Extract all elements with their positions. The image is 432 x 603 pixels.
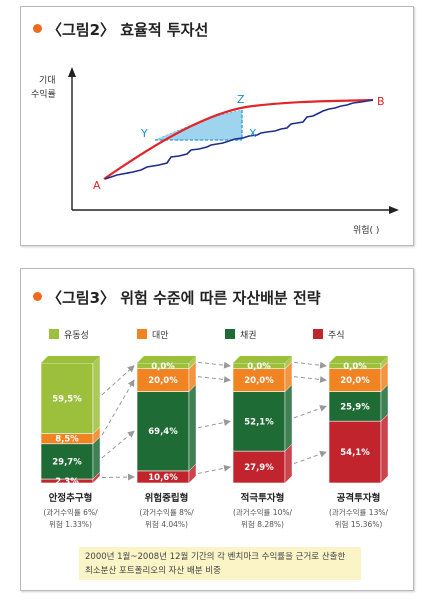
value-label-1-4: 59,5% [52,394,82,404]
bar-segment-3-2 [232,391,286,452]
footnote-line2: 최소분산 포트폴리오의 자산 배분 비중 [85,566,221,576]
y-axis-label-line2: 수익률 [31,88,56,100]
value-label-1-2: 29,7% [52,457,82,467]
category-labels: 안정추구형 (과거수익률 6%/ 위험 1.33%) 위험중립형 (과거수익률 8%/ 위… [43,492,388,529]
category-note-line1-3: (과거수익률 10%/ [233,507,292,517]
value-label-2-1: 10,6% [148,473,178,483]
bar-side-1-2 [92,436,101,480]
value-label-2-4: 0,0% [151,362,175,372]
bar-top-4 [329,356,388,363]
bar-segment-1-2 [40,443,94,480]
x-axis-arrow-icon [389,206,399,214]
efficient-frontier-panel: 〈그림2〉 효율적 투자선 기대 수익률 위험( ) A B Y Z X [20,6,414,246]
legend-swatch-4 [313,329,323,339]
value-label-2-3: 20,0% [148,376,178,386]
asset-allocation-panel: 〈그림3〉 위험 수준에 따른 자산배분 전략 유동성 대안 채권 주식 2,3% 29… [20,268,414,591]
value-label-3-3: 20,0% [244,376,274,386]
value-label-3-4: 0,0% [247,362,271,372]
category-note-line2-4: 위험 15.36%) [335,520,383,529]
bar-top-3 [233,356,292,363]
flow-arrows [101,361,327,481]
value-label-3-1: 27,9% [244,463,274,473]
asset-allocation-chart: 유동성 대안 채권 주식 2,3% 29,7% 8,5% 59,5% 10,6% 69,4% 20… [40,329,389,529]
flow-arrow-1-2 [101,430,135,459]
value-label-4-4: 0,0% [343,362,367,372]
category-note-line1-2: (과거수익률 8%/ [139,507,194,517]
category-note-line2-3: 위험 8.28%) [241,520,284,529]
flow-arrow-1-1 [101,473,135,481]
flow-arrow-3-2 [293,405,327,419]
bar-side-3-2 [284,384,293,452]
flow-arrow-2-1 [197,464,231,474]
legend-label-1: 유동성 [64,330,89,341]
category-label-4: 공격투자형 [337,492,381,504]
flow-arrow-3-3 [293,376,327,383]
value-label-4-2: 25,9% [340,402,370,412]
bar-top-1 [41,356,100,363]
category-label-2: 위험중립형 [145,492,189,504]
footnote: 2000년 1월~2008년 12월 기간의 각 벤치마크 수익률을 근거로 산… [79,547,361,580]
x-axis-label: 위험( ) [353,225,379,236]
figure3-title: 〈그림3〉 위험 수준에 따른 자산배분 전략 [33,287,321,308]
bar-segment-4-1 [328,420,382,484]
value-label-1-1: 2,3% [55,477,79,487]
point-b-label: B [377,95,385,108]
bar-side-4-1 [380,413,389,484]
flow-arrow-2-4 [197,361,231,369]
bar-top-2 [137,356,196,363]
footnote-line1: 2000년 1월~2008년 12월 기간의 각 벤치마크 수익률을 근거로 산… [85,552,346,562]
bar-segment-2-2 [136,391,190,472]
value-label-1-3: 8,5% [55,435,79,445]
category-label-1: 안정추구형 [49,492,93,504]
shaded-improvement-area [155,110,242,140]
efficient-frontier-line [103,98,374,180]
category-note-line1-4: (과거수익률 13%/ [329,507,388,517]
stacked-bars: 2,3% 29,7% 8,5% 59,5% 10,6% 69,4% 20,0% 0,0% 27,… [40,355,389,487]
point-z-label: Z [237,93,245,106]
portfolio-line [104,99,374,180]
category-note-line1-1: (과거수익률 6%/ [43,507,98,517]
value-label-4-3: 20,0% [340,376,370,386]
legend-label-3: 채권 [240,329,257,341]
flow-arrow-3-1 [293,450,327,465]
value-label-2-2: 69,4% [148,427,178,437]
bar-side-2-2 [188,384,197,472]
point-y-label: Y [140,127,148,140]
point-a-label: A [93,179,101,192]
point-x-label: X [249,127,257,140]
y-axis-arrow-icon [68,67,76,77]
bar-side-1-4 [92,355,101,435]
legend-label-2: 대안 [152,330,169,341]
category-label-3: 적극투자형 [241,492,285,504]
flow-arrow-2-3 [197,376,231,383]
category-note-line2-2: 위험 4.04%) [145,520,188,529]
value-label-3-2: 52,1% [244,417,274,427]
bar-segment-4-2 [328,391,382,422]
flow-arrow-1-3 [101,379,135,436]
flow-arrow-3-4 [293,361,327,369]
flow-arrow-1-4 [101,365,135,396]
legend-swatch-2 [137,329,147,339]
value-label-4-1: 54,1% [340,448,370,458]
bullet-icon [33,24,42,33]
legend-swatch-3 [225,329,235,339]
legend-swatch-1 [49,329,59,339]
bar-side-2-4 [188,355,197,370]
bullet-icon [33,292,42,301]
chart-legend: 유동성 대안 채권 주식 [49,329,345,341]
category-note-line2-1: 위험 1.33%) [49,520,92,529]
y-axis-label-line1: 기대 [39,75,56,86]
legend-label-4: 주식 [328,330,345,341]
figure2-title: 〈그림2〉 효율적 투자선 [33,19,208,40]
flow-arrow-2-2 [197,419,231,429]
bar-segment-1-4 [40,362,94,434]
efficient-frontier-chart: 기대 수익률 위험( ) A B Y Z X [31,67,399,236]
